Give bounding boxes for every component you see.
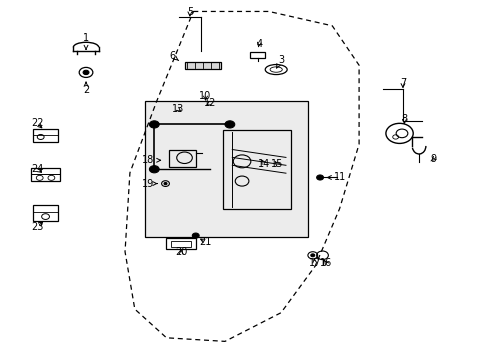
Text: 17: 17 bbox=[308, 258, 320, 268]
Circle shape bbox=[224, 121, 234, 128]
Text: 12: 12 bbox=[204, 98, 216, 108]
Text: 24: 24 bbox=[31, 164, 43, 174]
Text: 23: 23 bbox=[31, 222, 43, 231]
Text: 22: 22 bbox=[31, 118, 43, 128]
Circle shape bbox=[163, 183, 166, 185]
Text: 5: 5 bbox=[186, 7, 193, 17]
Text: 19: 19 bbox=[142, 179, 157, 189]
Circle shape bbox=[192, 233, 199, 238]
Circle shape bbox=[83, 70, 89, 75]
Text: 15: 15 bbox=[270, 159, 283, 169]
Circle shape bbox=[149, 121, 159, 128]
Circle shape bbox=[316, 175, 323, 180]
Text: 7: 7 bbox=[399, 78, 405, 88]
Text: 6: 6 bbox=[169, 51, 178, 61]
Text: 14: 14 bbox=[257, 159, 269, 169]
Circle shape bbox=[310, 254, 314, 257]
Bar bbox=[168, 150, 195, 167]
Text: 10: 10 bbox=[199, 91, 211, 101]
Circle shape bbox=[149, 166, 159, 173]
Text: 13: 13 bbox=[171, 104, 183, 114]
Text: 20: 20 bbox=[175, 247, 187, 257]
Bar bbox=[144, 101, 307, 237]
Text: 1: 1 bbox=[83, 33, 89, 49]
Bar bbox=[171, 241, 190, 247]
Text: 3: 3 bbox=[276, 55, 284, 68]
Text: 18: 18 bbox=[142, 155, 160, 165]
Text: 21: 21 bbox=[199, 237, 211, 247]
Bar bbox=[31, 168, 60, 181]
Text: 16: 16 bbox=[320, 258, 332, 268]
Text: 11: 11 bbox=[327, 172, 345, 183]
Text: 9: 9 bbox=[429, 154, 435, 164]
Text: 2: 2 bbox=[83, 82, 89, 95]
Bar bbox=[166, 238, 195, 249]
Bar bbox=[184, 62, 221, 69]
Text: 4: 4 bbox=[256, 39, 262, 49]
Text: 8: 8 bbox=[401, 114, 407, 124]
Bar bbox=[222, 130, 290, 209]
Bar bbox=[33, 129, 58, 142]
Bar bbox=[249, 51, 265, 58]
Bar bbox=[33, 205, 58, 221]
